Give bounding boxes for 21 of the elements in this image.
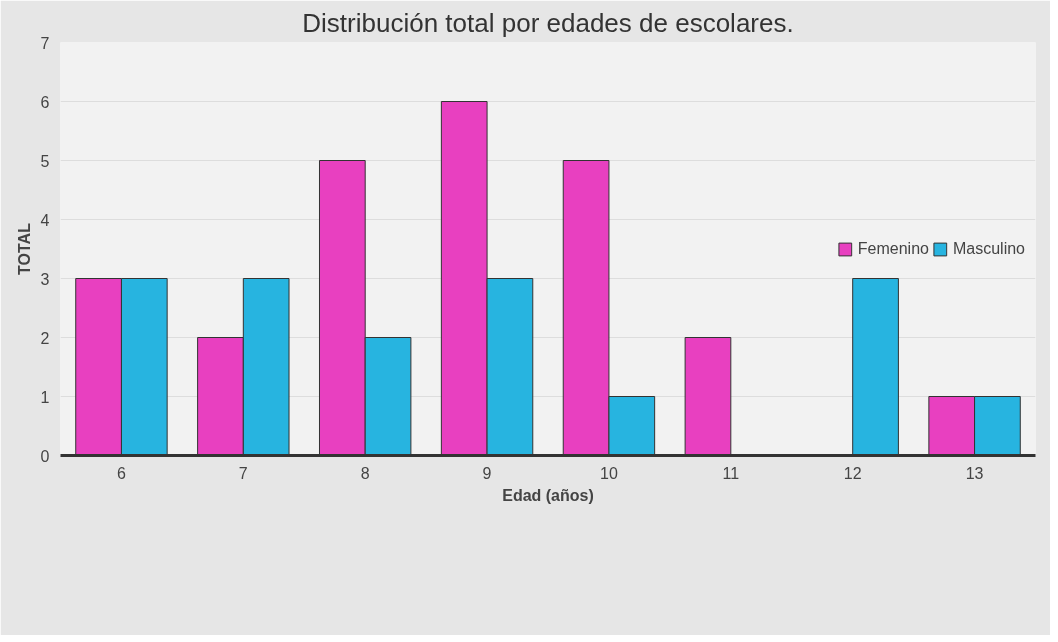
x-tick-label: 12 xyxy=(843,464,862,482)
x-tick-label: 10 xyxy=(600,464,618,482)
y-axis-title: TOTAL xyxy=(15,222,33,275)
legend-label: Femenino xyxy=(857,239,929,258)
x-tick-label: 6 xyxy=(116,464,126,482)
legend-label: Masculino xyxy=(952,239,1025,258)
y-tick-label: 6 xyxy=(40,93,50,111)
x-tick-label: 11 xyxy=(722,464,740,482)
y-tick-label: 1 xyxy=(40,388,50,406)
x-tick-label: 8 xyxy=(360,464,370,482)
y-tick-label: 2 xyxy=(40,329,50,347)
y-tick-label: 7 xyxy=(40,34,50,52)
chart-title: Distribución total por edades de escolares. xyxy=(302,7,794,38)
x-tick-label: 9 xyxy=(482,464,492,482)
y-tick-label: 5 xyxy=(40,152,50,170)
y-tick-label: 4 xyxy=(40,211,50,229)
x-tick-label: 7 xyxy=(238,464,248,482)
y-tick-label: 0 xyxy=(40,447,50,465)
y-tick-label: 3 xyxy=(40,270,50,288)
x-axis-title: Edad (años) xyxy=(502,486,594,504)
x-tick-label: 13 xyxy=(965,464,984,482)
